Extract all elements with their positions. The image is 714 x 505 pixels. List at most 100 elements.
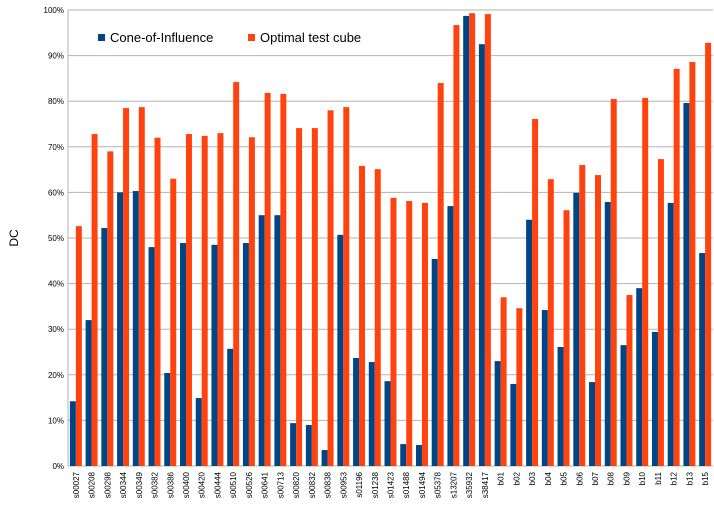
bar: [421, 202, 428, 466]
bar: [233, 82, 240, 466]
bar: [532, 118, 539, 466]
bar: [390, 197, 397, 466]
bar: [368, 362, 375, 466]
bar: [264, 92, 271, 466]
y-tick-label: 0%: [52, 462, 64, 471]
bar: [447, 206, 454, 466]
y-tick-label: 70%: [48, 143, 64, 152]
bar: [510, 383, 517, 466]
x-tick-label: s00420: [198, 471, 207, 498]
x-tick-label: s00382: [151, 471, 160, 498]
bar: [343, 107, 350, 467]
bar: [69, 401, 76, 466]
bar: [195, 398, 202, 466]
bar: [384, 381, 391, 466]
x-tick-label: s01238: [371, 471, 380, 498]
x-tick-label: s01423: [387, 471, 396, 498]
bar: [469, 13, 476, 467]
bar: [689, 61, 696, 466]
bar: [101, 227, 108, 466]
bar: [547, 179, 554, 466]
bar: [280, 93, 287, 467]
y-tick-label: 30%: [48, 325, 64, 334]
bar: [573, 192, 580, 466]
bar: [400, 444, 407, 466]
x-tick-label: s00027: [72, 471, 81, 498]
bar: [185, 134, 192, 467]
x-tick-label: s00400: [182, 471, 191, 498]
x-tick-label: s35932: [465, 471, 474, 498]
bar: [327, 110, 334, 466]
bar: [642, 98, 649, 467]
bar: [595, 175, 601, 466]
x-tick-label: s00838: [324, 471, 333, 498]
bar: [374, 169, 381, 467]
x-tick-label: s05378: [434, 471, 443, 498]
y-tick-label: 10%: [48, 416, 64, 425]
bar: [557, 346, 564, 466]
x-tick-label: s00526: [245, 471, 254, 498]
bar: [478, 44, 485, 466]
x-tick-label: s00208: [88, 471, 97, 498]
bar: [667, 202, 674, 466]
bar: [337, 234, 344, 466]
x-tick-label: b06: [575, 471, 584, 485]
bar: [321, 450, 328, 466]
bar: [170, 178, 177, 466]
bar: [516, 308, 523, 466]
bar: [494, 361, 501, 466]
y-tick-label: 90%: [48, 52, 64, 61]
bar: [541, 310, 548, 466]
x-tick-label: s00298: [103, 471, 112, 498]
y-tick-label: 100%: [44, 6, 64, 15]
legend-swatch: [248, 34, 255, 41]
x-tick-label: b03: [528, 471, 537, 485]
bar: [604, 201, 611, 466]
legend-label: Optimal test cube: [260, 30, 361, 45]
bar: [589, 382, 596, 466]
legend-label: Cone-of-Influence: [110, 30, 213, 45]
bar: [579, 165, 586, 467]
bar: [526, 219, 533, 466]
bar: [705, 42, 712, 466]
x-tick-label: s00349: [135, 471, 144, 498]
bar: [305, 424, 312, 466]
legend-swatch: [98, 34, 105, 41]
x-tick-label: s00386: [166, 471, 175, 498]
x-tick-label: b01: [497, 471, 506, 485]
bar: [138, 107, 145, 467]
x-tick-label: b05: [560, 471, 569, 485]
y-tick-label: 50%: [48, 234, 64, 243]
x-tick-label: s01494: [418, 471, 427, 498]
y-tick-label: 80%: [48, 97, 64, 106]
x-tick-label: b02: [512, 471, 521, 485]
bar: [431, 258, 438, 466]
bar: [180, 243, 186, 466]
bar: [620, 345, 627, 466]
y-axis-label: DC: [7, 229, 21, 247]
bar: [626, 295, 633, 466]
x-tick-label: s01488: [402, 471, 411, 498]
x-tick-label: b10: [638, 471, 647, 485]
bar: [242, 243, 249, 466]
bar: [248, 137, 255, 466]
bar: [290, 423, 297, 466]
bar: [673, 68, 680, 466]
bar: [75, 226, 82, 466]
bar: [211, 244, 218, 466]
bar: [563, 210, 570, 466]
y-tick-label: 60%: [48, 188, 64, 197]
bar: [227, 348, 234, 466]
x-tick-label: b13: [685, 471, 694, 485]
bar: [91, 134, 98, 467]
x-tick-label: s00953: [339, 471, 348, 498]
x-tick-label: b08: [607, 471, 616, 485]
bar: [85, 320, 92, 466]
x-tick-label: s13207: [449, 471, 458, 498]
bar: [148, 247, 155, 466]
x-tick-label: b04: [544, 471, 553, 485]
y-tick-label: 20%: [48, 371, 64, 380]
bar: [123, 108, 130, 466]
bar: [657, 159, 664, 466]
